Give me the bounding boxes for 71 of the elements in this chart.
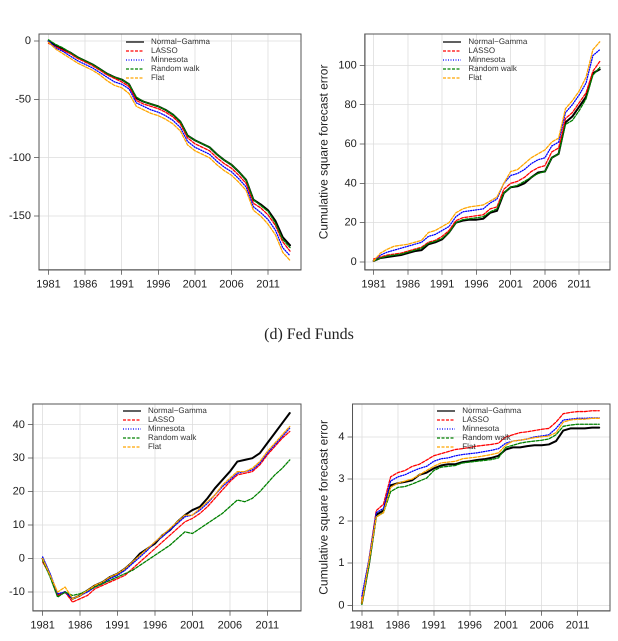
y-tick-label: -10 xyxy=(8,586,25,598)
y-tick-label: 20 xyxy=(344,216,357,229)
legend-label: Flat xyxy=(148,442,162,452)
y-tick-label: 0 xyxy=(350,256,357,268)
chart-title: (d) Fed Funds xyxy=(264,326,354,344)
y-tick-label: 10 xyxy=(12,519,25,532)
x-tick-label: 2011 xyxy=(256,278,280,290)
legend-label: LASSO xyxy=(462,415,489,424)
legend-label: Minnesota xyxy=(151,55,188,64)
x-tick-label: 1996 xyxy=(458,619,482,632)
legend-label: LASSO xyxy=(148,415,175,424)
legend-label: Normal−Gamma xyxy=(468,37,528,46)
y-axis-title: Cumulative square forecast error xyxy=(316,420,331,595)
x-tick-label: 1991 xyxy=(105,619,130,632)
x-tick-label: 1981 xyxy=(36,278,61,290)
legend-label: Flat xyxy=(468,73,482,82)
y-tick-label: -50 xyxy=(15,93,32,106)
y-tick-label: 3 xyxy=(338,473,345,485)
y-tick-label: 4 xyxy=(338,430,345,443)
y-tick-label: 100 xyxy=(338,59,357,72)
x-tick-label: 2006 xyxy=(219,278,244,290)
y-tick-label: 0 xyxy=(18,552,25,565)
x-tick-label: 1991 xyxy=(422,619,446,632)
x-tick-label: 1981 xyxy=(361,278,386,290)
legend-label: Normal−Gamma xyxy=(151,37,210,46)
x-tick-label: 1991 xyxy=(430,278,454,290)
x-tick-label: 2001 xyxy=(180,619,205,632)
x-tick-label: 1996 xyxy=(142,619,168,632)
legend-label: Random walk xyxy=(151,64,200,74)
x-tick-label: 1986 xyxy=(68,619,92,632)
y-tick-label: 0 xyxy=(338,599,345,612)
y-tick-label: 40 xyxy=(344,177,357,190)
y-tick-label: 1 xyxy=(338,557,345,570)
legend-label: LASSO xyxy=(468,46,496,56)
y-axis-title: Cumulative square forecast error xyxy=(316,64,331,240)
x-tick-label: 2001 xyxy=(493,619,518,632)
x-tick-label: 2006 xyxy=(532,278,558,290)
legend-label: Minnesota xyxy=(468,55,506,64)
x-tick-label: 1996 xyxy=(464,278,489,290)
legend-label: Minnesota xyxy=(148,424,185,434)
legend-label: Normal−Gamma xyxy=(148,406,207,416)
x-tick-label: 2011 xyxy=(566,619,590,632)
x-tick-label: 1996 xyxy=(146,278,171,290)
y-tick-label: 2 xyxy=(338,515,345,528)
y-tick-label: 20 xyxy=(12,486,25,498)
y-tick-label: 0 xyxy=(24,35,32,48)
x-tick-label: 1981 xyxy=(30,619,55,632)
y-tick-label: -100 xyxy=(8,152,32,164)
legend-label: Random walk xyxy=(148,433,196,442)
legend-label: Minnesota xyxy=(462,424,500,434)
legend-label: Normal−Gamma xyxy=(462,406,522,416)
y-tick-label: 60 xyxy=(344,138,357,150)
x-tick-label: 2006 xyxy=(218,619,242,632)
x-tick-label: 1986 xyxy=(386,619,410,632)
y-tick-label: 30 xyxy=(12,452,25,464)
y-tick-label: -150 xyxy=(8,210,32,222)
x-tick-label: 1986 xyxy=(72,278,98,290)
x-tick-label: 1986 xyxy=(396,278,420,290)
x-tick-label: 2011 xyxy=(567,278,591,290)
y-tick-label: 40 xyxy=(12,418,25,431)
legend-label: Flat xyxy=(151,73,164,82)
x-tick-label: 2001 xyxy=(182,278,208,290)
x-tick-label: 1981 xyxy=(350,619,374,632)
x-tick-label: 1991 xyxy=(109,278,134,290)
legend-label: Random walk xyxy=(468,64,517,74)
x-tick-label: 2006 xyxy=(529,619,554,632)
legend-label: LASSO xyxy=(151,46,178,56)
line-series xyxy=(42,459,290,598)
x-tick-label: 2001 xyxy=(498,278,523,290)
x-tick-label: 2011 xyxy=(255,619,280,632)
y-tick-label: 80 xyxy=(344,98,357,111)
